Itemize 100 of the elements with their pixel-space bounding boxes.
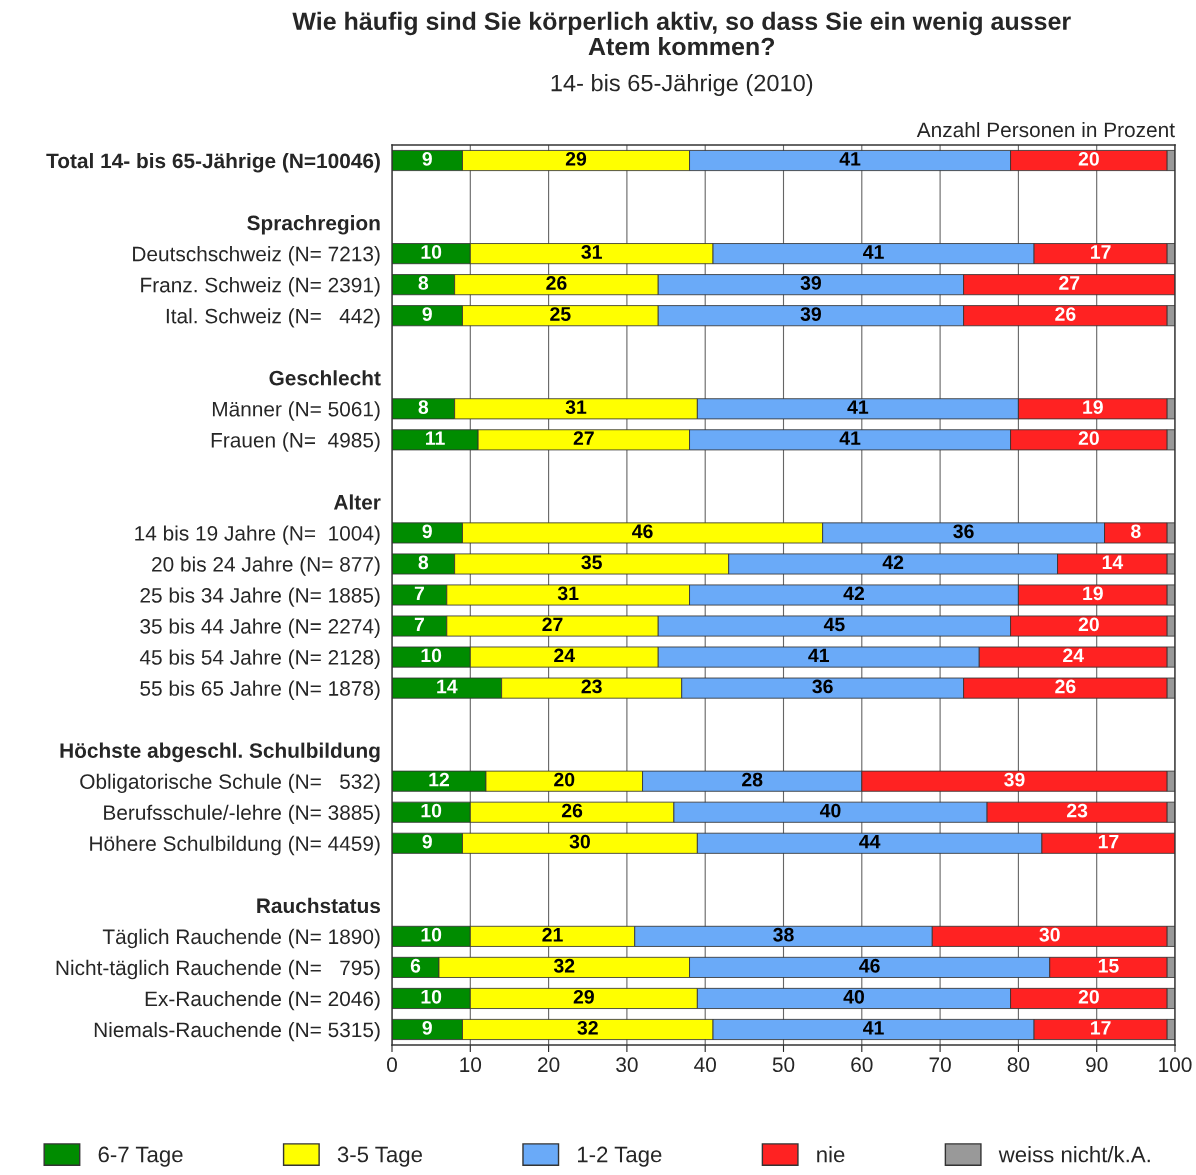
data-label: 39 bbox=[800, 307, 821, 321]
data-label: 41 bbox=[863, 1021, 884, 1035]
data-label: 40 bbox=[843, 989, 864, 1004]
chart-title: Wie häufig sind Sie körperlich aktiv, so dass Sie ein wenig ausser Atem kommen? bbox=[292, 11, 1071, 56]
data-label: 7 bbox=[414, 586, 424, 601]
data-label: 23 bbox=[581, 679, 602, 694]
data-label: 31 bbox=[557, 586, 579, 601]
data-label: 9 bbox=[422, 524, 432, 539]
data-label: 25 bbox=[550, 307, 571, 321]
data-label: 20 bbox=[1078, 431, 1099, 446]
y-tick-label: Höchste abgeschl. Schulbildung bbox=[60, 742, 380, 763]
x-tick-label: 30 bbox=[616, 1057, 638, 1073]
data-label: 44 bbox=[859, 834, 881, 849]
x-tick-label: 60 bbox=[851, 1057, 873, 1073]
data-label: 36 bbox=[812, 679, 833, 694]
data-label: 17 bbox=[1098, 834, 1119, 849]
x-tick-label: 40 bbox=[694, 1057, 716, 1073]
data-label: 20 bbox=[1078, 617, 1099, 632]
data-label: 46 bbox=[632, 524, 653, 539]
data-label: 35 bbox=[581, 555, 602, 570]
data-label: 40 bbox=[819, 803, 841, 818]
y-tick-label: 55 bis 65 Jahre (N= 1878) bbox=[140, 680, 380, 700]
data-label: 20 bbox=[554, 772, 575, 787]
data-label: 9 bbox=[422, 834, 432, 849]
data-label: 42 bbox=[843, 586, 865, 601]
data-label: 27 bbox=[542, 617, 563, 632]
y-tick-label: Rauchstatus bbox=[257, 897, 381, 914]
y-tick-label: Männer (N= 5061) bbox=[212, 401, 380, 421]
data-label: 24 bbox=[554, 648, 575, 663]
data-label: 31 bbox=[581, 245, 602, 259]
y-tick-label: Franz. Schweiz (N= 2391) bbox=[141, 277, 380, 297]
data-label: 39 bbox=[800, 276, 821, 290]
data-label: 41 bbox=[847, 400, 869, 414]
data-label: 8 bbox=[418, 276, 429, 290]
y-tick-label: Geschlecht bbox=[269, 370, 381, 386]
y-tick-label: Sprachregion bbox=[247, 215, 380, 235]
y-tick-label: Nicht-täglich Rauchende (N= 795) bbox=[56, 959, 380, 980]
data-label: 8 bbox=[1131, 524, 1141, 539]
data-label: 30 bbox=[569, 834, 590, 849]
data-label: 39 bbox=[1004, 772, 1025, 787]
data-label: 14 bbox=[1102, 555, 1124, 569]
data-label: 41 bbox=[839, 431, 861, 445]
data-label: 7 bbox=[414, 617, 424, 632]
data-label: 21 bbox=[542, 927, 563, 942]
y-tick-label: 35 bis 44 Jahre (N= 2274) bbox=[140, 618, 380, 638]
y-tick-label: Alter bbox=[333, 494, 381, 510]
data-label: 20 bbox=[1078, 989, 1099, 1004]
x-tick-label: 50 bbox=[772, 1057, 795, 1073]
data-label: 14 bbox=[437, 679, 458, 694]
data-label: 26 bbox=[561, 803, 583, 818]
data-label: 10 bbox=[421, 648, 442, 663]
text: Anzahl Personen in Prozent bbox=[916, 121, 1175, 138]
x-tick-label: 0 bbox=[387, 1057, 397, 1073]
y-tick-label: 14 bis 19 Jahre (N= 1004) bbox=[135, 525, 380, 545]
data-label: 27 bbox=[573, 431, 594, 445]
data-label: 31 bbox=[565, 400, 587, 415]
y-tick-label: Ital. Schweiz (N= 442) bbox=[166, 308, 380, 328]
x-tick-label: 80 bbox=[1007, 1057, 1030, 1073]
data-label: 9 bbox=[422, 151, 432, 166]
y-tick-label: 45 bis 54 Jahre (N= 2128) bbox=[139, 649, 380, 669]
data-label: 32 bbox=[577, 1020, 598, 1035]
data-label: 27 bbox=[1059, 276, 1080, 290]
y-tick-label: Niemals-Rauchende (N= 5315) bbox=[94, 1021, 380, 1042]
chart-subtitle: 14- bis 65-Jährige (2010) bbox=[551, 74, 813, 97]
data-label: 26 bbox=[546, 276, 567, 290]
data-label: 36 bbox=[953, 524, 974, 539]
data-label: 19 bbox=[1083, 586, 1103, 601]
data-label: 41 bbox=[863, 245, 884, 259]
data-label: 8 bbox=[418, 555, 429, 570]
x-tick-label: 70 bbox=[929, 1057, 951, 1073]
y-tick-label: Total 14- bis 65-Jährige (N=10046) bbox=[46, 152, 380, 173]
legend-label: 3-5 Tage bbox=[337, 1146, 422, 1167]
data-label: 29 bbox=[573, 989, 594, 1004]
y-tick-label: Ex-Rauchende (N= 2046) bbox=[145, 990, 380, 1011]
data-label: 12 bbox=[429, 772, 450, 787]
data-label: 19 bbox=[1083, 400, 1103, 415]
data-label: 46 bbox=[859, 958, 880, 973]
data-label: 10 bbox=[421, 927, 442, 942]
x-tick-label: 90 bbox=[1086, 1057, 1108, 1073]
y-tick-label: 20 bis 24 Jahre (N= 877) bbox=[152, 556, 380, 576]
data-label: 28 bbox=[742, 772, 763, 787]
data-label: 6 bbox=[410, 958, 421, 973]
y-tick-label: Obligatorische Schule (N= 532) bbox=[80, 773, 380, 794]
data-label: 24 bbox=[1063, 648, 1084, 663]
y-tick-label: Berufsschule/-lehre (N= 3885) bbox=[104, 804, 380, 825]
legend-label: nie bbox=[817, 1146, 845, 1163]
data-label: 17 bbox=[1091, 245, 1111, 259]
x-tick-label: 100 bbox=[1159, 1057, 1192, 1073]
data-label: 10 bbox=[421, 803, 442, 818]
legend-label: 1-2 Tage bbox=[578, 1146, 662, 1167]
data-label: 26 bbox=[1055, 679, 1076, 694]
data-label: 8 bbox=[418, 400, 429, 415]
y-tick-label: Täglich Rauchende (N= 1890) bbox=[102, 928, 380, 949]
x-tick-label: 20 bbox=[538, 1057, 560, 1073]
data-label: 45 bbox=[823, 617, 845, 632]
data-label: 17 bbox=[1091, 1021, 1111, 1035]
data-label: 11 bbox=[426, 431, 445, 445]
y-tick-label: Frauen (N= 4985) bbox=[211, 432, 380, 452]
data-label: 29 bbox=[565, 151, 587, 166]
legend-label: 6-7 Tage bbox=[98, 1146, 183, 1167]
